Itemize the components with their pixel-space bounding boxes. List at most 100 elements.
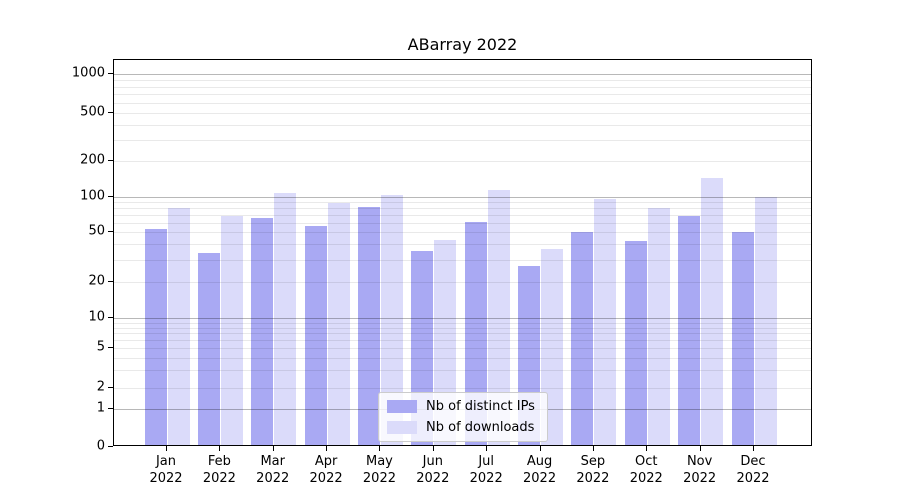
minor-gridline (114, 94, 811, 96)
minor-gridline (114, 79, 811, 81)
minor-gridline (114, 202, 811, 204)
bar-nov-2022-downloads (701, 177, 724, 445)
legend: Nb of distinct IPs Nb of downloads (378, 392, 548, 442)
y-tick (108, 408, 113, 409)
x-tick-label: Sep 2022 (576, 454, 610, 486)
minor-gridline (114, 161, 811, 162)
minor-gridline (114, 124, 811, 126)
y-tick-label: 1 (96, 400, 105, 416)
major-gridline (114, 74, 811, 75)
y-tick-label: 10 (88, 309, 105, 325)
minor-gridline (114, 357, 811, 359)
bar-sep-2022-distinct-ips (571, 232, 594, 445)
chart-title: ABarray 2022 (407, 35, 518, 54)
x-tick-label: Nov 2022 (683, 454, 717, 486)
bar-feb-2022-downloads (220, 215, 243, 445)
minor-gridline (114, 215, 811, 216)
x-tick-label: Feb 2022 (202, 454, 236, 486)
minor-gridline (114, 102, 811, 104)
x-tick-label: Dec 2022 (736, 454, 770, 486)
x-tick-label: May 2022 (362, 454, 396, 486)
y-tick (108, 112, 113, 113)
y-tick (108, 446, 113, 447)
x-tick (166, 446, 167, 451)
x-tick (646, 446, 648, 451)
legend-item-downloads: Nb of downloads (387, 420, 535, 435)
x-tick-label: Oct 2022 (629, 454, 663, 486)
x-tick-label: Jun 2022 (416, 454, 450, 486)
y-tick (108, 196, 113, 197)
bar-jul-2022-downloads (487, 190, 510, 445)
minor-gridline (114, 282, 811, 283)
y-tick (108, 387, 113, 388)
bar-apr-2022-distinct-ips (304, 226, 327, 445)
x-tick-label: Apr 2022 (309, 454, 343, 486)
minor-gridline (114, 370, 811, 372)
legend-item-distinct-ips: Nb of distinct IPs (387, 399, 535, 414)
bar-feb-2022-distinct-ips (197, 252, 220, 445)
minor-gridline (114, 139, 811, 141)
x-tick-label: Mar 2022 (256, 454, 290, 486)
bar-mar-2022-distinct-ips (251, 218, 274, 445)
x-tick (219, 446, 221, 451)
minor-gridline (114, 388, 811, 389)
x-tick-label: Jul 2022 (469, 454, 503, 486)
y-tick-label: 1000 (71, 65, 105, 81)
y-tick (108, 317, 113, 318)
bar-nov-2022-distinct-ips (678, 215, 701, 445)
legend-label-distinct-ips: Nb of distinct IPs (426, 399, 535, 414)
x-tick (753, 446, 754, 451)
x-tick (326, 446, 328, 451)
bar-oct-2022-downloads (647, 208, 670, 445)
grid-layer (114, 60, 811, 445)
y-tick (108, 231, 113, 232)
bar-dec-2022-distinct-ips (731, 232, 754, 445)
x-tick (432, 446, 434, 451)
bar-sep-2022-downloads (594, 199, 617, 445)
minor-gridline (114, 340, 811, 342)
bar-jul-2022-distinct-ips (464, 221, 487, 445)
x-tick (539, 446, 541, 451)
minor-gridline (114, 113, 811, 114)
plot-area: Nb of distinct IPs Nb of downloads (113, 59, 812, 446)
major-gridline (114, 318, 811, 319)
x-tick (379, 446, 381, 451)
minor-gridline (114, 222, 811, 224)
minor-gridline (114, 348, 811, 349)
y-tick-label: 2 (96, 379, 105, 395)
y-tick-label: 50 (88, 223, 105, 239)
bar-dec-2022-downloads (754, 197, 777, 445)
minor-gridline (114, 327, 811, 329)
minor-gridline (114, 244, 811, 246)
y-tick-label: 500 (80, 104, 105, 120)
minor-gridline (114, 208, 811, 210)
y-tick-label: 100 (80, 188, 105, 204)
minor-gridline (114, 322, 811, 324)
legend-swatch-distinct-ips (387, 400, 417, 413)
y-tick (108, 281, 113, 282)
minor-gridline (114, 86, 811, 88)
bar-jan-2022-distinct-ips (144, 229, 167, 445)
y-tick-label: 0 (96, 438, 105, 454)
bar-may-2022-downloads (380, 195, 403, 445)
minor-gridline (114, 232, 811, 233)
bar-jan-2022-downloads (167, 208, 190, 445)
y-tick-label: 20 (88, 273, 105, 289)
y-tick (108, 73, 113, 74)
bar-may-2022-distinct-ips (357, 206, 380, 445)
legend-label-downloads: Nb of downloads (426, 420, 535, 435)
bar-mar-2022-downloads (274, 192, 297, 445)
x-tick (699, 446, 701, 451)
major-gridline (114, 197, 811, 198)
x-tick-label: Jan 2022 (149, 454, 183, 486)
x-tick (486, 446, 488, 451)
minor-gridline (114, 259, 811, 261)
y-tick (108, 347, 113, 348)
y-tick-label: 200 (80, 152, 105, 168)
y-tick-label: 5 (96, 339, 105, 355)
bar-oct-2022-distinct-ips (624, 240, 647, 445)
minor-gridline (114, 333, 811, 335)
x-tick (592, 446, 594, 451)
legend-swatch-downloads (387, 421, 417, 434)
